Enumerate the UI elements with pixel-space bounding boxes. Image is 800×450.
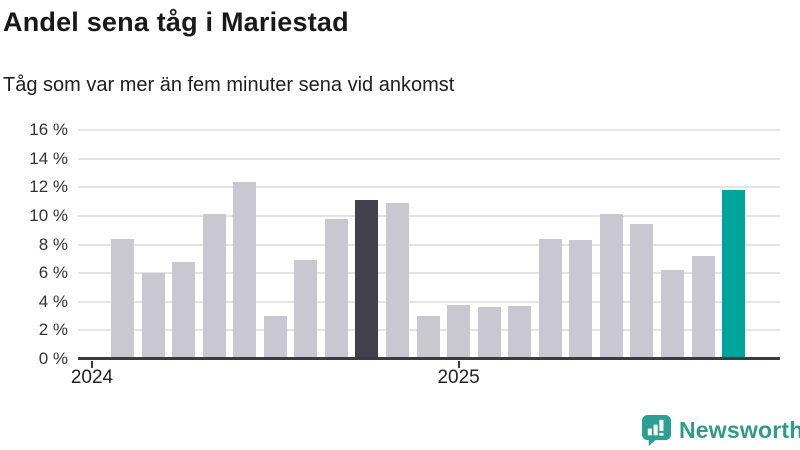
y-axis-tick-label: 0 % <box>38 349 68 368</box>
bar <box>294 260 318 359</box>
gridline <box>78 214 780 217</box>
bar <box>630 224 654 359</box>
chart-subtitle: Tåg som var mer än fem minuter sena vid … <box>3 74 455 96</box>
gridline <box>78 243 780 246</box>
gridline <box>78 300 780 303</box>
bar <box>599 214 623 359</box>
x-axis-tick <box>457 361 460 368</box>
bar <box>660 270 684 359</box>
bar <box>386 203 409 359</box>
bar <box>233 181 257 359</box>
gridline <box>78 157 780 160</box>
y-axis-tick-label: 6 % <box>38 263 68 283</box>
bar <box>691 255 715 359</box>
x-axis-tick-label: 2025 <box>437 367 480 388</box>
gridline <box>78 186 780 189</box>
y-axis-tick-label: 4 % <box>38 291 68 311</box>
bar <box>569 240 593 359</box>
chart-plot-area: 0 % 2 % 4 % 6 % 8 % 10 % 12 % 14 % 16 % 2024 2025 <box>29 121 780 388</box>
bar-highlighted-previous-year <box>355 200 379 359</box>
bar-chart-speech-bubble-icon <box>641 414 672 446</box>
bar <box>202 214 226 359</box>
bar-highlighted-latest <box>722 190 746 359</box>
bar <box>538 238 562 359</box>
bar <box>416 316 440 359</box>
bar <box>172 261 196 359</box>
newsworthy-logo[interactable]: Newsworthy <box>641 414 800 446</box>
newsworthy-wordmark: Newsworthy <box>679 416 800 443</box>
y-axis-tick-label: 2 % <box>38 320 68 340</box>
bar <box>324 218 348 359</box>
bar <box>508 306 532 359</box>
bar <box>447 304 471 359</box>
y-axis-tick-label: 14 % <box>29 148 68 168</box>
y-axis-tick-label: 12 % <box>29 177 68 197</box>
bar <box>477 307 501 359</box>
gridline <box>78 129 780 131</box>
x-axis-tick-label: 2024 <box>70 367 114 388</box>
y-axis-tick-label: 10 % <box>29 205 68 225</box>
bar <box>111 238 135 359</box>
x-axis-baseline <box>78 357 780 360</box>
x-axis-tick <box>91 361 93 368</box>
y-axis-tick-label: 16 % <box>29 120 68 139</box>
bar <box>263 316 287 359</box>
bar <box>141 273 165 359</box>
chart-title: Andel sena tåg i Mariestad <box>3 7 349 37</box>
gridline <box>78 272 780 275</box>
y-axis-tick-label: 8 % <box>38 234 68 254</box>
